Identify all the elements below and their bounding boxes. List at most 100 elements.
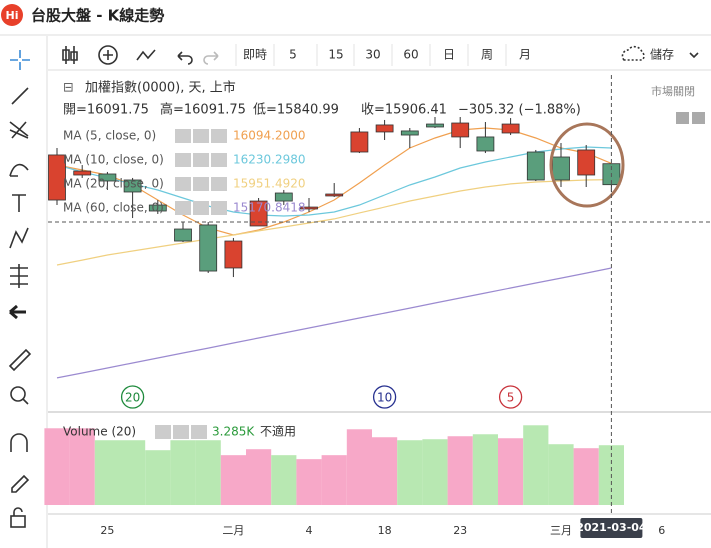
candle-type-button[interactable] bbox=[62, 46, 78, 64]
ohlc-label: −305.32 (−1.88%) bbox=[458, 103, 581, 118]
volume-bar bbox=[372, 437, 398, 505]
candle-body bbox=[375, 124, 394, 133]
lock-tool[interactable] bbox=[10, 515, 26, 528]
volume-bar bbox=[145, 450, 171, 505]
crosshair-tool[interactable] bbox=[10, 50, 30, 70]
save-dropdown[interactable] bbox=[689, 52, 699, 59]
brush-tool[interactable] bbox=[9, 163, 29, 177]
interval-button[interactable]: 30 bbox=[365, 48, 380, 62]
candle-body bbox=[526, 151, 545, 181]
legend-button[interactable] bbox=[175, 153, 191, 167]
legend-button[interactable] bbox=[155, 425, 171, 439]
forecast-tool[interactable] bbox=[10, 264, 28, 288]
line-tool[interactable] bbox=[11, 87, 29, 105]
scroll-up[interactable] bbox=[676, 112, 689, 124]
candle-body bbox=[476, 136, 495, 152]
volume-status: 不適用 bbox=[260, 424, 296, 439]
volume-bar bbox=[44, 428, 70, 505]
volume-bar bbox=[195, 440, 221, 505]
magnet-tool[interactable] bbox=[10, 433, 28, 452]
ma-line bbox=[56, 146, 612, 217]
volume-bar bbox=[498, 438, 524, 505]
interval-button[interactable]: 60 bbox=[403, 48, 418, 62]
candle-body bbox=[325, 193, 344, 197]
legend-button[interactable] bbox=[193, 129, 209, 143]
candle-body bbox=[400, 130, 419, 136]
ma-value: 15170.8418 bbox=[233, 201, 306, 215]
legend-button[interactable] bbox=[191, 425, 207, 439]
add-indicator-button[interactable] bbox=[98, 45, 118, 65]
volume-bar bbox=[346, 429, 372, 505]
zoom-handle bbox=[22, 398, 29, 405]
lock-shackle bbox=[13, 507, 23, 516]
text-tool[interactable] bbox=[12, 194, 26, 212]
x-tick-label: 18 bbox=[378, 524, 392, 537]
ma-value: 16230.2980 bbox=[233, 153, 306, 167]
volume-bar bbox=[472, 434, 498, 505]
candle-body bbox=[552, 156, 570, 181]
undo-button[interactable] bbox=[177, 51, 193, 65]
volume-bar bbox=[120, 440, 146, 505]
legend-button[interactable] bbox=[211, 129, 227, 143]
volume-bar bbox=[94, 440, 120, 505]
interval-button[interactable]: 周 bbox=[481, 48, 493, 62]
interval-button[interactable]: 即時 bbox=[243, 48, 267, 62]
pattern-tool[interactable] bbox=[9, 227, 29, 249]
pen-lock-tool[interactable] bbox=[11, 474, 30, 493]
highlight-circle bbox=[549, 122, 625, 208]
save-button[interactable]: 儲存 bbox=[650, 48, 674, 62]
legend-button[interactable] bbox=[175, 201, 191, 215]
back-tool[interactable] bbox=[9, 304, 26, 320]
interval-button[interactable]: 15 bbox=[328, 48, 343, 62]
candle-body bbox=[98, 173, 117, 182]
ohlc-label: 低=15840.99 bbox=[253, 103, 339, 118]
legend-button[interactable] bbox=[175, 177, 191, 191]
crosshair-label: 2021-03-04 bbox=[576, 521, 647, 534]
lookback-marker bbox=[120, 385, 145, 409]
candle-body bbox=[451, 122, 470, 138]
volume-bar bbox=[220, 455, 246, 505]
legend-button[interactable] bbox=[173, 425, 189, 439]
interval-button[interactable]: 5 bbox=[289, 48, 297, 62]
volume-bar bbox=[397, 440, 423, 505]
legend-button[interactable] bbox=[193, 153, 209, 167]
volume-bar bbox=[69, 428, 95, 505]
interval-button[interactable]: 日 bbox=[443, 48, 455, 62]
fib-tool[interactable] bbox=[9, 121, 29, 139]
candle-body bbox=[148, 204, 167, 212]
zoom-tool[interactable] bbox=[10, 386, 26, 402]
lookback-label: 20 bbox=[125, 391, 140, 405]
candle-body bbox=[123, 179, 142, 193]
volume-bar bbox=[447, 436, 473, 505]
interval-button[interactable]: 月 bbox=[519, 48, 531, 62]
legend-button[interactable] bbox=[193, 201, 209, 215]
legend-button[interactable] bbox=[211, 201, 227, 215]
ruler-tool[interactable] bbox=[8, 348, 32, 372]
compare-button[interactable] bbox=[136, 49, 156, 61]
legend-button[interactable] bbox=[175, 129, 191, 143]
x-tick-label: 二月 bbox=[222, 524, 244, 537]
logo bbox=[1, 4, 23, 26]
volume-bar bbox=[296, 459, 322, 505]
legend-button[interactable] bbox=[211, 153, 227, 167]
candle-body bbox=[249, 200, 268, 227]
candle-body bbox=[224, 240, 243, 269]
x-tick-label: 6 bbox=[658, 524, 665, 537]
volume-bar bbox=[246, 449, 272, 505]
top-toolbar: 儲存 bbox=[48, 45, 711, 71]
volume-bar bbox=[523, 425, 549, 505]
ma-value: 15951.4920 bbox=[233, 177, 306, 191]
scroll-down[interactable] bbox=[692, 112, 705, 124]
legend-button[interactable] bbox=[193, 177, 209, 191]
add-indicator-plus bbox=[103, 50, 113, 60]
crosshair-label-box bbox=[580, 518, 643, 538]
redo-button[interactable] bbox=[203, 51, 219, 65]
lookback-marker bbox=[372, 385, 397, 409]
x-tick-label: 25 bbox=[100, 524, 114, 537]
ohlc-label: 收=15906.41 bbox=[361, 103, 447, 118]
ohlc-label: 開=16091.75 bbox=[63, 103, 149, 118]
volume-value: 3.285K bbox=[212, 425, 255, 439]
legend-button[interactable] bbox=[211, 177, 227, 191]
ma-name: MA (60, close, 0) bbox=[63, 201, 164, 215]
